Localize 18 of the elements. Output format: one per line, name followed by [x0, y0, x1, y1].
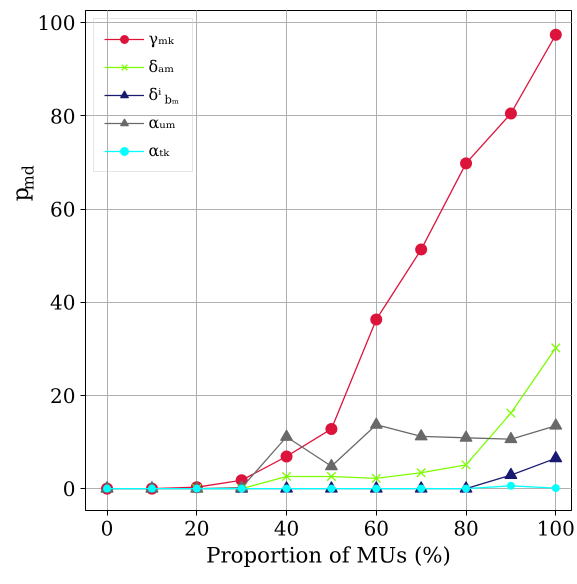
y-axis-title: pmd: [9, 165, 38, 202]
legend-label: αᵤₘ: [148, 113, 176, 132]
x-tick-label: 80: [453, 516, 479, 540]
x-tick-label: 40: [274, 516, 300, 540]
y-tick-label: 60: [50, 198, 76, 222]
x-axis-title: Proportion of MUs (%): [206, 544, 451, 568]
legend-label: αₜₖ: [148, 141, 170, 160]
y-tick-label: 0: [62, 477, 76, 502]
x-tick-label: 0: [100, 516, 114, 540]
y-tick-label: 80: [50, 104, 76, 128]
x-tick-label: 60: [364, 516, 390, 540]
y-tick-label: 20: [50, 384, 76, 408]
x-tick-label: 20: [184, 516, 210, 540]
y-tick-label: 40: [50, 290, 76, 315]
legend-label: γₘₖ: [148, 29, 175, 48]
legend-label: δₐₘ: [148, 57, 174, 76]
x-tick-label: 100: [536, 516, 575, 540]
y-tick-label: 100: [37, 11, 76, 36]
